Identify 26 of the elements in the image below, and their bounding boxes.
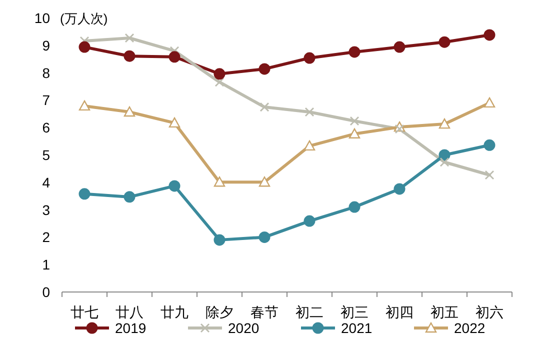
x-tick-label: 春节 xyxy=(250,304,278,320)
y-tick-label: 10 xyxy=(34,10,50,26)
y-axis-title: (万人次) xyxy=(60,11,108,26)
y-tick-label: 0 xyxy=(42,284,50,300)
y-tick-label: 4 xyxy=(42,174,50,190)
x-tick-label: 初四 xyxy=(386,304,414,320)
y-tick-label: 3 xyxy=(42,202,50,218)
y-tick-label: 6 xyxy=(42,120,50,136)
x-tick-label: 廿七 xyxy=(70,304,98,320)
x-tick-label: 初五 xyxy=(430,304,458,320)
y-tick-label: 2 xyxy=(42,229,50,246)
legend-label: 2022 xyxy=(454,320,486,336)
legend-label: 2020 xyxy=(228,320,260,336)
y-tick-label: 9 xyxy=(42,37,50,54)
x-tick-label: 初六 xyxy=(476,304,504,320)
y-tick-label: 5 xyxy=(42,147,50,163)
legend-label: 2019 xyxy=(115,320,146,336)
y-tick-label: 8 xyxy=(42,64,50,81)
x-tick-label: 廿九 xyxy=(160,304,188,320)
x-tick-label: 初三 xyxy=(340,304,368,320)
y-tick-label: 7 xyxy=(42,92,50,108)
legend-label: 2021 xyxy=(341,320,372,336)
x-tick-label: 除夕 xyxy=(206,304,234,320)
x-tick-label: 廿八 xyxy=(116,304,144,320)
x-tick-label: 初二 xyxy=(296,304,324,320)
y-tick-label: 1 xyxy=(42,256,50,273)
